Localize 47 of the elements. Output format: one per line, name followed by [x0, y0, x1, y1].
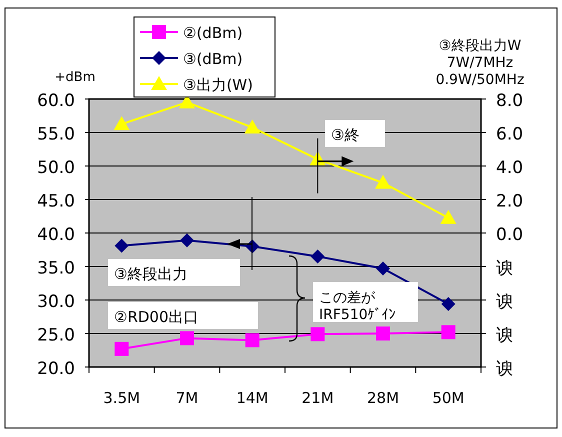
point [440, 210, 456, 224]
y2-tick-label: 0.0 [496, 225, 524, 245]
y2-tick-label: 2.0 [496, 192, 524, 212]
x-tick-label: 14M [236, 389, 268, 407]
y2-tick-label: 谀 [496, 258, 513, 278]
x-tick-label: 50M [432, 389, 464, 407]
y-tick-label: 35.0 [37, 258, 75, 278]
point [180, 233, 194, 248]
y2-tick-label: 8.0 [496, 91, 524, 111]
point [114, 238, 129, 253]
annotation: ③終 [331, 126, 360, 144]
legend-label: ②(dBm) [183, 24, 243, 42]
annotation: ②RD00出口 [114, 308, 199, 326]
y-tick-label: 20.0 [37, 359, 75, 379]
point [310, 249, 325, 264]
y2-tick-label: 谀 [496, 292, 513, 312]
point [114, 116, 130, 130]
point [244, 119, 260, 134]
y-tick-label: 50.0 [37, 158, 75, 178]
y-tick-label: 55.0 [37, 124, 75, 144]
x-tick-label: 21M [302, 389, 334, 407]
y2-tick-label: 4.0 [496, 158, 524, 178]
y2-tick-label: 谀 [496, 359, 513, 379]
y-tick-label: 45.0 [37, 192, 75, 212]
y2-tick-label: 6.0 [496, 124, 524, 144]
y2-tick-label: 谀 [496, 326, 513, 346]
y-axis-title: +dBm [54, 70, 96, 85]
x-tick-label: 28M [366, 389, 400, 407]
legend-label: ③(dBm) [183, 50, 243, 68]
annotation: ③終段出力 [114, 265, 188, 283]
point [114, 342, 129, 356]
point [310, 327, 325, 342]
y-tick-label: 25.0 [37, 326, 75, 346]
x-tick-label: 7M [176, 389, 198, 407]
y-tick-label: 30.0 [37, 292, 75, 312]
point [245, 333, 260, 348]
legend-label: ③出力(W) [183, 76, 253, 94]
x-tick-label: 3.5M [103, 389, 140, 407]
annotation: この差が IRF510ｹﾞｲﾝ [319, 290, 396, 323]
point [180, 331, 194, 346]
point [376, 326, 390, 340]
point [441, 325, 456, 340]
point [441, 297, 456, 312]
point [375, 174, 391, 189]
y-tick-label: 40.0 [37, 225, 75, 245]
y-tick-label: 60.0 [37, 91, 75, 111]
point [376, 262, 390, 276]
